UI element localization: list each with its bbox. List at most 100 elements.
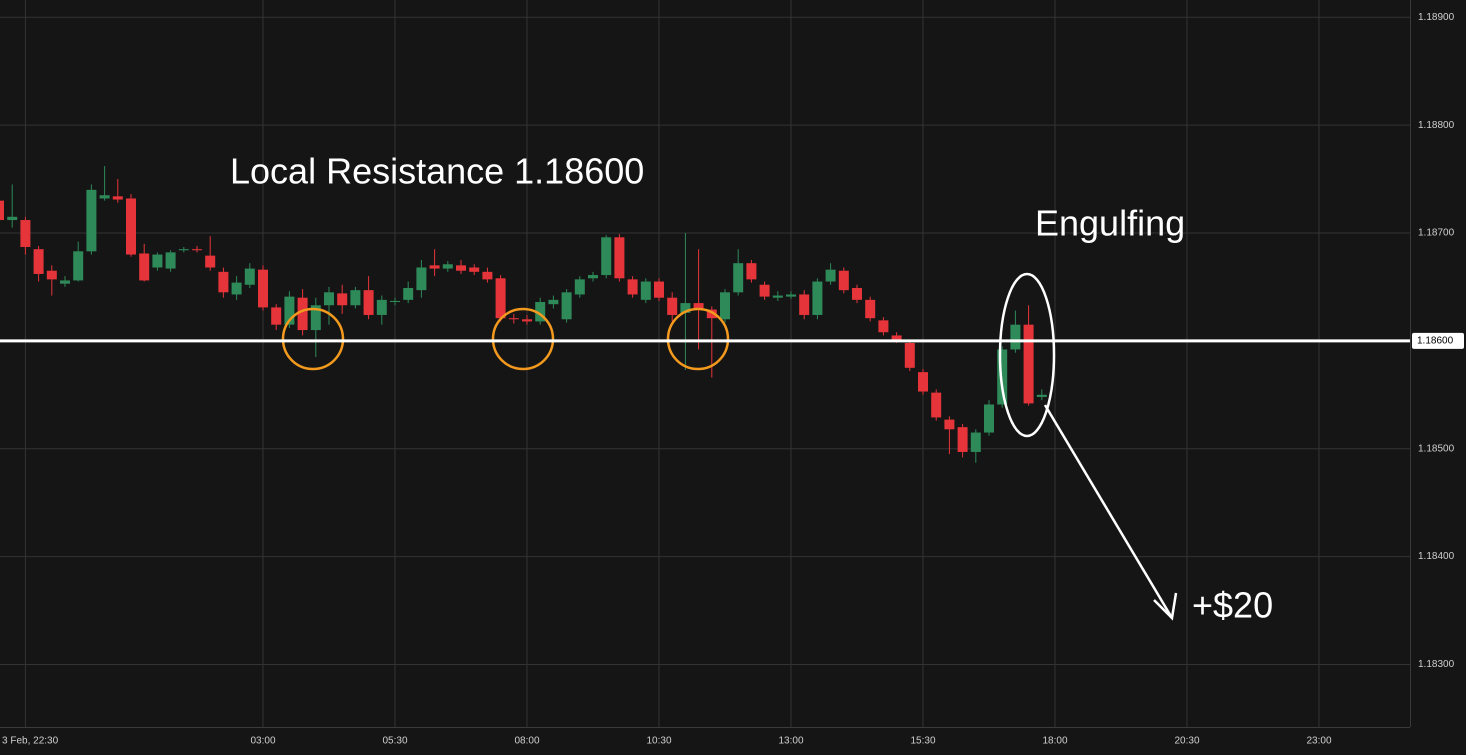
- annotation: Engulfing: [1035, 203, 1185, 244]
- candle-body: [825, 269, 836, 282]
- candle-body: [271, 307, 282, 325]
- candle-body: [1036, 394, 1047, 397]
- candle-body: [165, 252, 176, 269]
- y-tick-label: 1.18500: [1418, 443, 1455, 454]
- annotation: +$20: [1192, 585, 1273, 626]
- x-tick-label: 18:00: [1042, 736, 1067, 747]
- x-tick-label: 15:30: [910, 736, 935, 747]
- candle-body: [561, 292, 572, 320]
- candle-body: [218, 271, 229, 293]
- candle-body: [957, 427, 968, 452]
- candle-body: [0, 200, 4, 221]
- x-tick-label: 10:30: [646, 736, 671, 747]
- candle-body: [337, 293, 348, 306]
- candle-body: [878, 320, 889, 333]
- x-tick-label: 20:30: [1174, 736, 1199, 747]
- candle-body: [324, 292, 334, 306]
- x-tick-label: 08:00: [514, 736, 539, 747]
- highlight-circle: [491, 307, 555, 371]
- candle-body: [574, 279, 585, 295]
- candle-body: [403, 287, 414, 300]
- x-tick-label: 05:30: [382, 736, 407, 747]
- y-tick-label: 1.18800: [1418, 120, 1455, 131]
- candle-body: [601, 237, 612, 276]
- candle-body: [139, 253, 150, 281]
- candle-body: [73, 251, 84, 281]
- candle-body: [126, 198, 136, 255]
- candle-body: [654, 281, 664, 298]
- candle-body: [416, 267, 427, 291]
- candle-body: [205, 255, 216, 268]
- x-tick-label: 13:00: [778, 736, 803, 747]
- x-tick-label: 03:00: [250, 736, 275, 747]
- candle-body: [297, 297, 308, 331]
- candles: [0, 166, 1047, 463]
- highlight-circle: [666, 307, 730, 371]
- candle-body: [812, 281, 823, 315]
- y-tick-label: 1.18900: [1418, 12, 1455, 23]
- arrow-line: [1043, 404, 1174, 619]
- candle-body: [244, 268, 255, 285]
- candle-body: [680, 303, 691, 313]
- candle-body: [7, 216, 18, 221]
- candle-body: [112, 196, 123, 200]
- candle-body: [772, 295, 783, 298]
- candle-body: [178, 249, 189, 251]
- candle-body: [733, 263, 744, 293]
- candle-body: [838, 270, 849, 291]
- candle-body: [310, 305, 321, 331]
- candle-body: [429, 265, 440, 269]
- candle-body: [33, 249, 44, 274]
- engulfing-ellipse: [998, 272, 1056, 438]
- y-tick-label: 1.18400: [1418, 551, 1455, 562]
- candle-body: [904, 343, 915, 368]
- candle-body: [258, 269, 268, 308]
- candle-body: [667, 297, 678, 315]
- x-tick-label: 23:00: [1306, 736, 1331, 747]
- candle-body: [852, 287, 862, 300]
- candle-body: [640, 281, 651, 300]
- y-tick-label: 1.18300: [1418, 659, 1455, 670]
- candle-body: [442, 264, 453, 269]
- candle-body: [482, 271, 493, 280]
- price-label: 1.18600: [1417, 335, 1454, 346]
- candle-body: [535, 302, 546, 322]
- candle-body: [469, 267, 480, 272]
- candle-body: [1023, 324, 1034, 404]
- candle-body: [192, 249, 202, 251]
- candle-body: [363, 290, 374, 315]
- candle-body: [984, 404, 994, 433]
- candle-body: [627, 279, 638, 295]
- candle-body: [456, 265, 466, 271]
- annotation: Local Resistance 1.18600: [230, 151, 644, 192]
- candle-body: [865, 299, 876, 319]
- candle-body: [508, 318, 519, 320]
- candle-body: [891, 335, 902, 340]
- candle-body: [693, 303, 704, 310]
- candle-body: [231, 282, 242, 295]
- candle-body: [997, 349, 1008, 405]
- candle-body: [60, 280, 70, 284]
- candle-body: [1010, 324, 1021, 350]
- candle-body: [284, 296, 295, 325]
- y-tick-label: 1.18700: [1418, 228, 1455, 239]
- candle-body: [786, 294, 796, 297]
- candle-body: [495, 278, 506, 319]
- candle-body: [970, 432, 981, 452]
- candle-body: [152, 254, 163, 268]
- arrow-head: [1153, 592, 1178, 621]
- candle-body: [46, 270, 57, 280]
- candle-body: [706, 309, 717, 319]
- candle-body: [720, 292, 730, 320]
- candle-body: [376, 299, 387, 315]
- overlay: Local Resistance 1.18600 Engulfing +$20: [230, 151, 1273, 626]
- highlight-circle: [281, 307, 345, 371]
- candle-body: [86, 189, 97, 252]
- candle-body: [350, 290, 361, 306]
- price-label-box: [1412, 332, 1464, 349]
- x-tick-label: 3 Feb, 22:30: [2, 736, 59, 747]
- candle-body: [799, 294, 810, 315]
- candle-body: [588, 275, 598, 279]
- candle-body: [746, 263, 757, 280]
